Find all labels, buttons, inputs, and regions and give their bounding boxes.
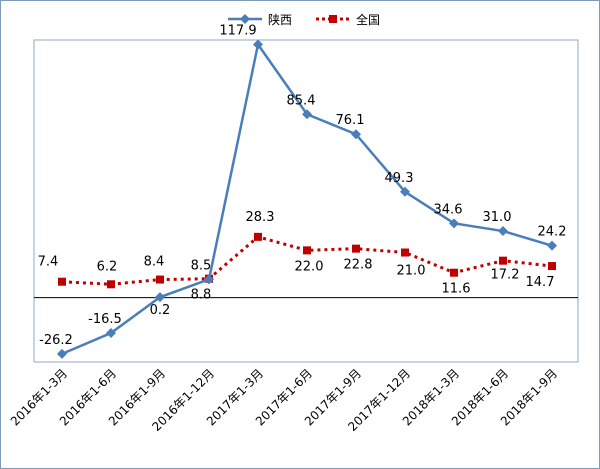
legend-marker-shaanxi (240, 14, 250, 24)
data-point-shaanxi-5 (302, 109, 312, 120)
data-label-shaanxi-9: 31.0 (483, 210, 512, 225)
data-label-shaanxi-5: 85.4 (287, 93, 316, 108)
data-label-shaanxi-6: 76.1 (336, 113, 365, 128)
data-point-national-0 (58, 277, 66, 286)
data-point-national-7 (401, 248, 409, 257)
data-point-national-2 (156, 275, 164, 284)
data-label-shaanxi-3: 8.5 (191, 258, 212, 273)
data-label-national-5: 22.0 (295, 259, 324, 274)
data-label-national-2: 8.4 (144, 255, 165, 270)
data-label-shaanxi-0: -26.2 (39, 333, 73, 348)
legend-marker-national (329, 15, 337, 23)
data-label-national-4: 28.3 (246, 210, 275, 225)
data-point-shaanxi-9 (498, 226, 508, 237)
legend-label-shaanxi: 陕西 (268, 12, 292, 27)
data-point-national-5 (303, 246, 311, 255)
data-label-shaanxi-10: 24.2 (538, 225, 567, 240)
data-point-shaanxi-4 (253, 39, 263, 50)
data-label-national-8: 11.6 (442, 282, 471, 297)
data-point-shaanxi-3 (204, 274, 214, 285)
data-point-shaanxi-0 (57, 348, 67, 359)
plot-area (33, 39, 579, 363)
data-point-national-10 (548, 262, 556, 271)
data-point-shaanxi-10 (547, 240, 557, 251)
data-point-shaanxi-8 (449, 218, 459, 229)
data-label-national-0: 7.4 (38, 255, 59, 270)
data-point-national-4 (254, 232, 262, 241)
data-point-shaanxi-6 (351, 129, 361, 140)
data-point-national-6 (352, 244, 360, 253)
data-label-shaanxi-8: 34.6 (434, 202, 463, 217)
data-point-national-9 (499, 256, 507, 265)
legend-label-national: 全国 (356, 12, 380, 27)
data-label-shaanxi-1: -16.5 (88, 312, 122, 327)
data-point-shaanxi-2 (155, 292, 165, 303)
data-point-shaanxi-1 (106, 328, 116, 339)
data-label-national-3: 8.8 (191, 288, 212, 303)
data-point-shaanxi-7 (400, 186, 410, 197)
data-label-shaanxi-4: 117.9 (219, 24, 256, 39)
data-label-national-6: 22.8 (344, 258, 373, 273)
data-label-national-9: 17.2 (491, 268, 520, 283)
data-label-shaanxi-2: 0.2 (150, 303, 171, 318)
data-label-shaanxi-7: 49.3 (385, 171, 414, 186)
data-label-national-7: 21.0 (397, 264, 426, 279)
data-point-national-1 (107, 280, 115, 289)
legend: 陕西 全国 (228, 12, 380, 27)
data-label-national-10: 14.7 (526, 275, 555, 290)
data-label-national-1: 6.2 (97, 259, 118, 274)
data-point-national-8 (450, 268, 458, 277)
